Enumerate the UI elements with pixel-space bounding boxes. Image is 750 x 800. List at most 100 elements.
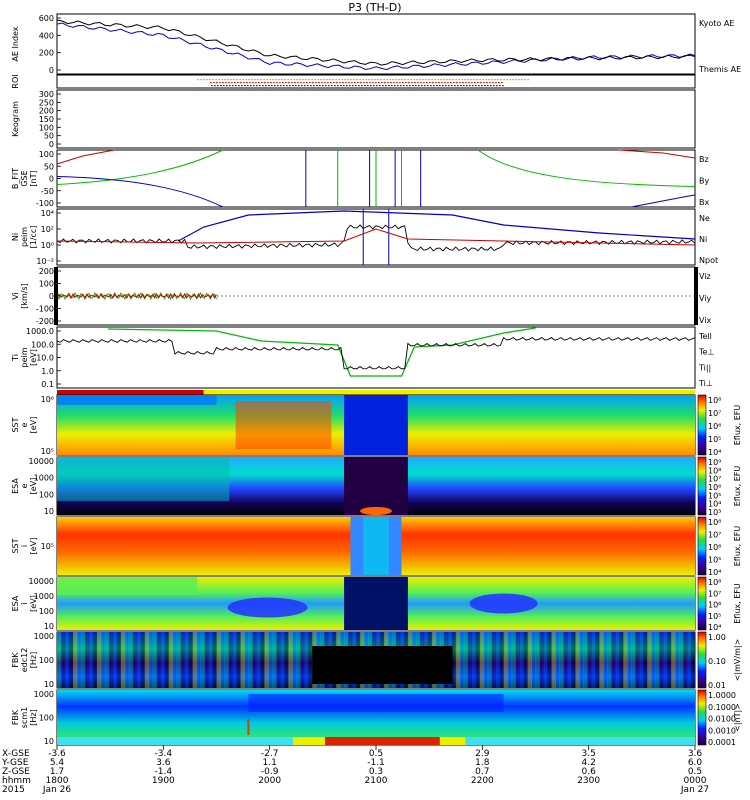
y-tick-label: 10⁶ <box>41 395 54 404</box>
colorbar-tick: 10⁶ <box>708 601 721 610</box>
footer-value: 0000 <box>684 776 707 786</box>
colorbar-label: Eflux, EFU <box>733 405 742 446</box>
colorbar-tick: 10⁴ <box>708 568 721 577</box>
legend-entry: Themis AE <box>698 65 741 74</box>
viz-line <box>56 292 217 300</box>
panel-ylabel: Tipeim[eV] <box>11 347 38 367</box>
footer-value: 1800 <box>46 776 69 786</box>
colorbar-label: <|nT|> <box>733 703 742 732</box>
y-tick-label: 0 <box>49 175 54 184</box>
panel-ylabel: FBKscm1[Hz] <box>11 707 38 728</box>
colorbar-tick: 0.0001 <box>708 738 736 747</box>
legend-entry: Kyoto AE <box>699 19 734 28</box>
y-tick-label: 100 <box>39 607 54 616</box>
footer-value: 2100 <box>365 776 388 786</box>
footer-value: 0.6 <box>582 767 597 777</box>
colorbar-tick: 10⁷ <box>708 589 721 598</box>
colorbar <box>697 394 707 456</box>
panel-frame <box>56 326 696 389</box>
legend-entry: Ti|| <box>698 363 711 372</box>
footer-row-label: Z-GSE <box>2 767 30 777</box>
footer-row-label: X-GSE <box>2 749 30 759</box>
colorbar-tick: 0.0100 <box>708 715 736 724</box>
legend-entry: Ti⊥ <box>698 379 713 388</box>
colorbar-tick: 0.01 <box>708 681 726 690</box>
footer-value: Jan 26 <box>42 785 71 795</box>
footer-value: 3.6 <box>688 749 703 759</box>
footer-row-label: 2015 <box>2 785 25 795</box>
colorbar-tick: 1.0000 <box>708 691 736 700</box>
footer-value: -2.7 <box>261 749 279 759</box>
y-tick-label: 10 <box>44 622 54 631</box>
footer-value: 0.5 <box>688 767 702 777</box>
footer-value: 1900 <box>152 776 175 786</box>
npot-line <box>177 210 696 242</box>
footer-value: 3.5 <box>582 749 596 759</box>
colorbar-label: Eflux, EFU <box>733 583 742 624</box>
legend-entry: Tell <box>698 332 712 341</box>
footer-value: -3.6 <box>48 749 66 759</box>
y-tick-label: 0.1 <box>41 380 54 389</box>
colorbar-label: Eflux, EFU <box>733 466 742 507</box>
footer-value: 5.4 <box>50 758 65 768</box>
y-tick-label: 10⁻² <box>36 257 54 266</box>
bz-line <box>618 149 696 159</box>
legend-entry: Viy <box>699 294 712 303</box>
tell-line <box>56 336 696 370</box>
y-tick-label: 50 <box>44 162 54 171</box>
by-line <box>56 149 224 185</box>
panel-velocity: Vi[km/s] 200 100 0 -100 -200 Viz Viy Vix <box>11 266 712 326</box>
y-tick-label: 200 <box>39 267 54 276</box>
footer-value: 2300 <box>577 776 600 786</box>
panel-density: Nipeim[1/cc]10⁴ 10² 10⁰ 10⁻² Ne Ni Npot <box>11 208 718 266</box>
y-tick-label: 600 <box>39 14 54 23</box>
panel-ylabel: Vi[km/s] <box>11 283 29 309</box>
panel-ylabel: Nipeim[1/cc] <box>11 226 38 249</box>
colorbar-tick: 10⁸ <box>708 396 721 405</box>
colorbar-tick: 10⁵ <box>708 435 721 444</box>
y-tick-label: 10.0 <box>36 354 54 363</box>
colorbar-tick: 0.1000 <box>708 703 736 712</box>
y-tick-label: 1000 <box>34 690 54 699</box>
y-tick-label: 0 <box>49 140 54 149</box>
footer-value: 2200 <box>471 776 494 786</box>
y-tick-label: 10000 <box>29 457 54 466</box>
colorbar <box>697 516 707 576</box>
tipar-line <box>108 327 536 377</box>
footer-value: -0.9 <box>261 767 279 777</box>
colorbar-tick: 10⁵ <box>708 491 721 500</box>
colorbar-tick: 10⁷ <box>708 531 721 540</box>
y-tick-label: -200 <box>36 317 54 326</box>
footer-value: 0.5 <box>369 749 383 759</box>
panel-ylabel: FBKedc12[Hz] <box>11 648 38 673</box>
legend-entry: Vix <box>699 316 712 325</box>
panel-frame <box>56 89 696 149</box>
y-tick-label: 100 <box>39 490 54 499</box>
panel-roi: ROI <box>11 74 696 89</box>
panel-frame <box>56 74 696 89</box>
mode-bar <box>57 390 204 395</box>
footer-value: 0.3 <box>369 767 383 777</box>
colorbar <box>697 689 707 746</box>
legend-entry: Bz <box>699 155 709 164</box>
bx-line <box>56 176 224 208</box>
panel-ylabel: ESAi[eV] <box>11 595 38 612</box>
y-tick-label: 100 <box>39 123 54 132</box>
colorbar-tick: 0.10 <box>708 657 726 666</box>
y-tick-label: 50 <box>44 132 54 141</box>
y-tick-label: 10² <box>41 225 54 234</box>
y-tick-label: -100 <box>36 305 54 314</box>
y-tick-label: 10 <box>44 507 54 516</box>
colorbar-tick: 10⁸ <box>708 518 721 527</box>
panel-bfield: B_FITGSE[nT]100 50 0 -50 -100 Bz By Bx <box>11 149 709 208</box>
colorbar-label: Eflux, EFU <box>733 526 742 567</box>
y-tick-label: 100 <box>39 150 54 159</box>
footer-value: 2.9 <box>475 749 490 759</box>
panel-fbk1: FBKedc12[Hz] 1000 100 10 1.00 0.10 0.01 <|mV/m|… <box>11 631 742 690</box>
footer-value: 1.8 <box>475 758 490 768</box>
footer-row-label: hhmm <box>2 776 31 786</box>
panel-frame <box>56 208 696 266</box>
colorbar-label: <|mV/m|> <box>733 639 742 682</box>
